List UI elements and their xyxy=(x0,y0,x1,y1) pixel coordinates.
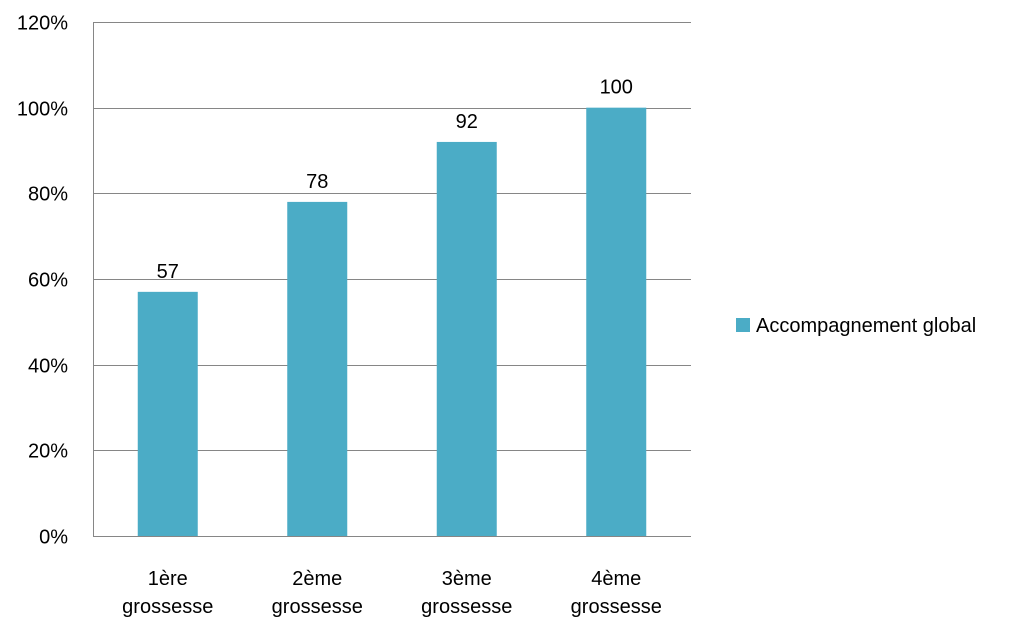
y-tick-label: 100% xyxy=(17,99,68,121)
data-labels: 57 78 92 100 xyxy=(157,77,633,283)
bar xyxy=(436,141,497,536)
data-label: 100 xyxy=(600,77,633,99)
data-label: 92 xyxy=(456,111,478,133)
x-category-label: 4ème grossesse xyxy=(571,568,662,618)
x-category-label-line: grossesse xyxy=(122,596,213,618)
y-tick-label: 20% xyxy=(28,441,68,463)
y-tick-label: 80% xyxy=(28,184,68,206)
data-label: 78 xyxy=(306,171,328,193)
y-tick-label: 60% xyxy=(28,270,68,292)
y-axis-tick-labels: 0% 20% 40% 60% 80% 100% 120% xyxy=(17,13,68,549)
legend: Accompagnement global xyxy=(736,315,976,337)
x-category-label-line: 1ère xyxy=(148,568,188,590)
y-tick-label: 40% xyxy=(28,356,68,378)
x-category-label-line: 3ème xyxy=(442,568,492,590)
bars xyxy=(137,107,647,537)
y-tick-label: 120% xyxy=(17,13,68,35)
data-label: 57 xyxy=(157,261,179,283)
x-category-label-line: 4ème xyxy=(591,568,641,590)
x-category-label-line: grossesse xyxy=(421,596,512,618)
x-category-label-line: grossesse xyxy=(571,596,662,618)
bar xyxy=(586,107,647,537)
x-category-label: 3ème grossesse xyxy=(421,568,512,618)
y-tick-label: 0% xyxy=(39,527,68,549)
legend-swatch xyxy=(736,318,750,332)
x-category-label: 2ème grossesse xyxy=(272,568,363,618)
bar xyxy=(137,291,198,536)
x-category-label-line: grossesse xyxy=(272,596,363,618)
bar xyxy=(287,201,348,536)
x-category-label: 1ère grossesse xyxy=(122,568,213,618)
legend-label: Accompagnement global xyxy=(756,315,976,337)
x-category-label-line: 2ème xyxy=(292,568,342,590)
